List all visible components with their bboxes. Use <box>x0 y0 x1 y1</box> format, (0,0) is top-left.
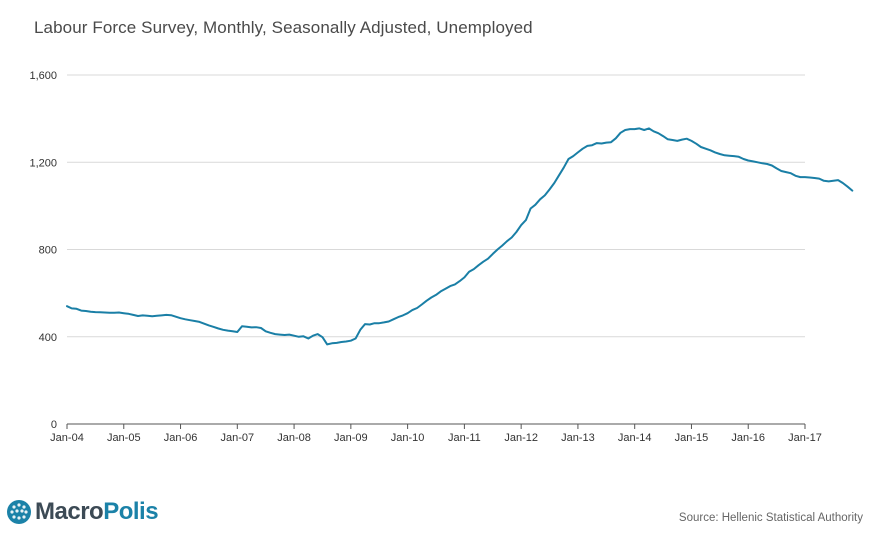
macropolis-logo: Macro Polis <box>6 498 159 525</box>
x-tick-label: Jan-08 <box>277 432 311 444</box>
series-line-unemployed <box>66 127 854 346</box>
chart-title: Labour Force Survey, Monthly, Seasonally… <box>34 18 533 37</box>
x-tick-label: Jan-12 <box>504 432 538 444</box>
y-tick-label: 400 <box>39 332 57 344</box>
logo-mark-icon <box>7 500 31 524</box>
y-tick-label: 1,200 <box>29 157 57 169</box>
x-tick-label: Jan-16 <box>731 432 765 444</box>
x-tick-label: Jan-06 <box>164 432 198 444</box>
x-tick-label: Jan-05 <box>107 432 141 444</box>
x-tick-label: Jan-09 <box>334 432 368 444</box>
y-tick-label: 800 <box>39 245 57 257</box>
x-tick-label: Jan-11 <box>448 432 481 444</box>
logo-text-macro: Macro <box>35 498 104 525</box>
x-tick-label: Jan-07 <box>220 432 254 444</box>
logo-text-polis: Polis <box>103 498 159 525</box>
x-tick-label: Jan-10 <box>391 432 425 444</box>
y-tick-label: 1,600 <box>29 70 57 82</box>
x-tick-label: Jan-04 <box>50 432 84 444</box>
x-tick-label: Jan-14 <box>618 432 652 444</box>
y-tick-label: 0 <box>51 419 57 431</box>
x-tick-label: Jan-15 <box>675 432 709 444</box>
x-tick-label: Jan-13 <box>561 432 595 444</box>
x-tick-label: Jan-17 <box>788 432 822 444</box>
source-note: Source: Hellenic Statistical Authority <box>678 512 863 524</box>
